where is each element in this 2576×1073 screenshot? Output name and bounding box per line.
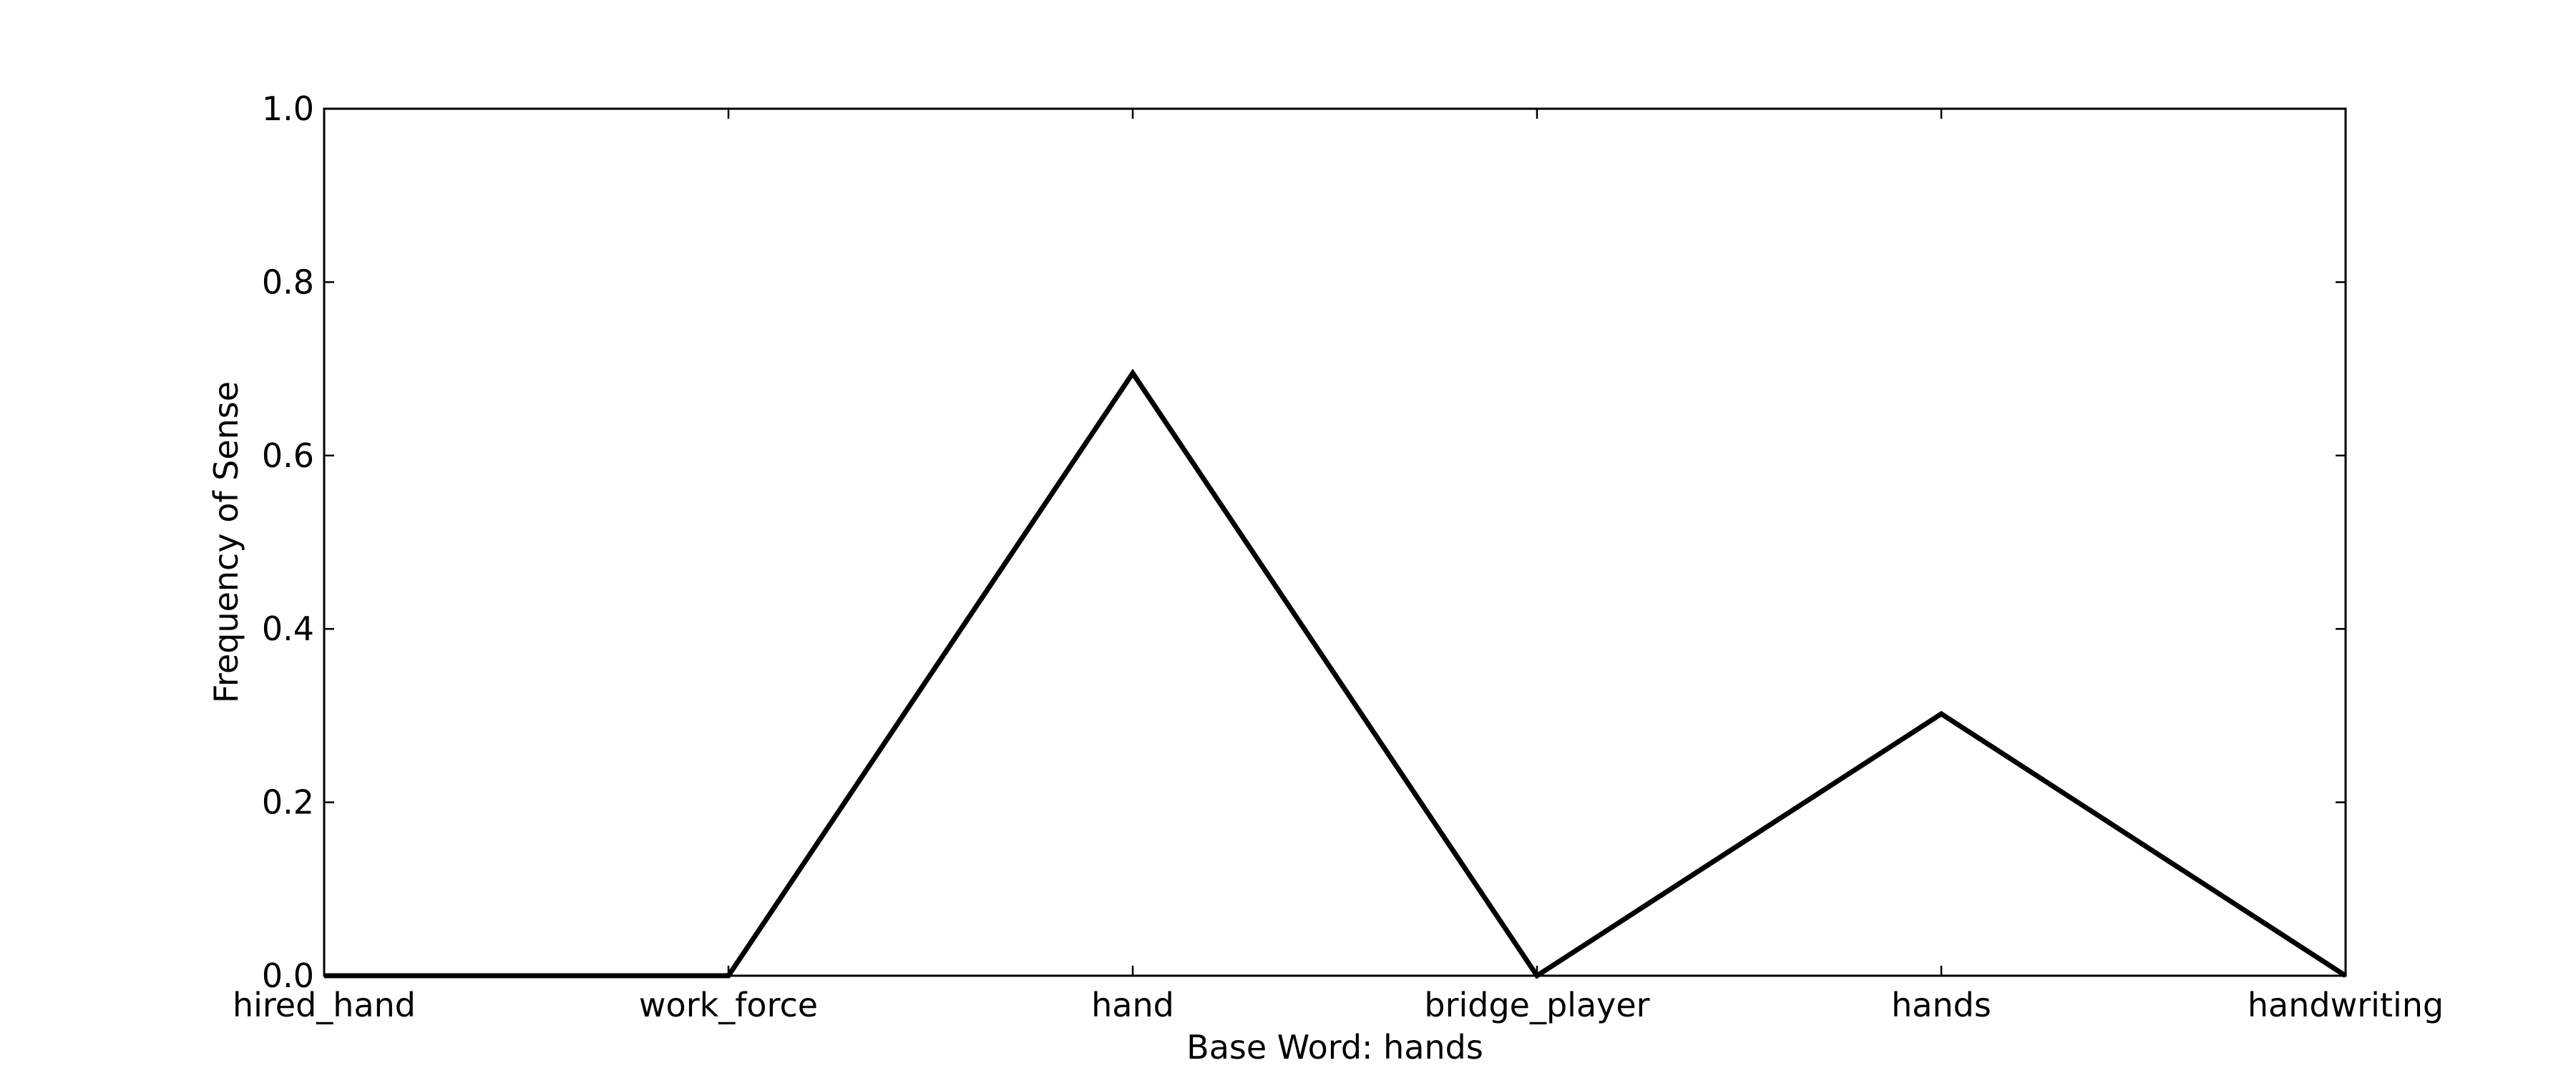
- x-tick-label: handwriting: [2248, 986, 2444, 1024]
- x-tick-label: hand: [1091, 986, 1174, 1024]
- y-tick-label: 0.4: [262, 609, 314, 648]
- x-tick-label: bridge_player: [1424, 986, 1649, 1024]
- y-tick-label: 1.0: [262, 89, 314, 128]
- x-axis-ticks: hired_hand work_force hand bridge_player han…: [233, 109, 2444, 1024]
- y-tick-label: 0.6: [262, 436, 314, 475]
- x-axis-label: Base Word: hands: [1186, 1028, 1483, 1067]
- x-tick-label: hands: [1891, 986, 1991, 1024]
- x-tick-label: hired_hand: [233, 986, 416, 1024]
- y-axis-ticks: 0.0 0.2 0.4 0.6 0.8 1.0: [262, 89, 2346, 995]
- x-tick-label: work_force: [639, 986, 818, 1024]
- y-tick-label: 0.2: [262, 783, 314, 822]
- y-tick-label: 0.0: [262, 956, 314, 995]
- plot-frame: [323, 107, 2347, 977]
- y-axis-label: Frequency of Sense: [207, 381, 245, 703]
- y-tick-label: 0.8: [262, 263, 314, 301]
